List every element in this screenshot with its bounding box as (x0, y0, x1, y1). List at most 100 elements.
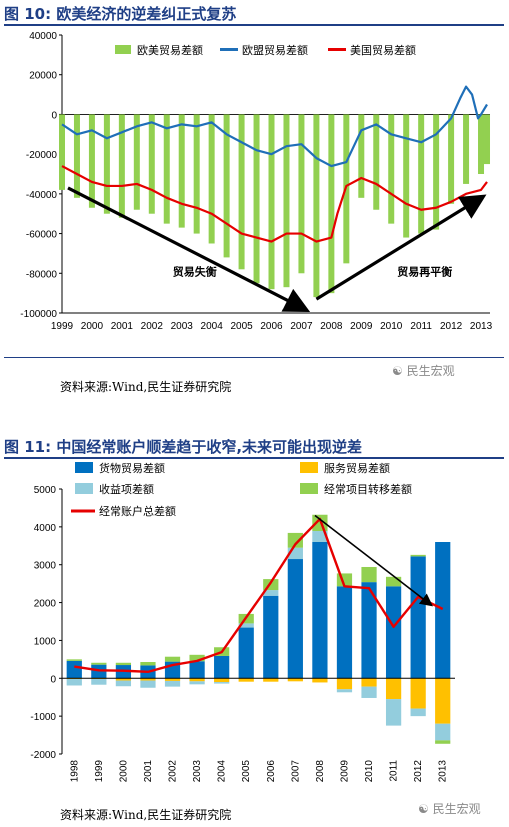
bar-eu-us-trade (103, 114, 110, 214)
x-tick-label: 2000 (81, 321, 104, 332)
legend-swatch (300, 483, 318, 494)
stacked-bar-segment (312, 542, 328, 679)
y-tick-label: 1000 (34, 636, 57, 647)
stacked-bar-segment (214, 678, 230, 683)
bar-eu-us-trade (448, 114, 455, 204)
stacked-bar-segment (361, 566, 377, 583)
x-tick-label: 2010 (380, 321, 403, 332)
stacked-bar-segment (385, 576, 402, 587)
bar-eu-us-trade (418, 114, 425, 234)
bar-eu-us-trade (133, 114, 140, 210)
bar-eu-us-trade (484, 114, 491, 165)
line-eu-trade (61, 85, 488, 168)
stacked-bar-segment (91, 679, 107, 685)
bar-eu-us-trade (463, 114, 470, 184)
bar-eu-us-trade (223, 114, 230, 258)
figure-2-watermark-text: 民生宏观 (432, 802, 481, 816)
y-tick-label: -100000 (20, 309, 57, 320)
line-current-account-total (74, 517, 444, 674)
stacked-bar-segment (410, 708, 426, 717)
y-tick-label: -2000 (30, 750, 56, 761)
stacked-bar-segment (263, 678, 279, 682)
x-tick-label: 2006 (266, 760, 277, 783)
stacked-bar-segment (164, 678, 181, 681)
stacked-bar-segment (214, 655, 230, 679)
stacked-bar-segment (361, 686, 377, 698)
y-tick-label: -20000 (26, 150, 58, 161)
legend-label: 货物贸易差额 (99, 462, 165, 475)
x-tick-label: 2012 (440, 321, 463, 332)
x-tick-label: 2001 (111, 321, 134, 332)
x-tick-label: 2000 (118, 760, 129, 783)
legend-swatch (115, 45, 131, 54)
stacked-bar-segment (238, 623, 254, 628)
stacked-bar-segment (238, 627, 254, 679)
x-tick-label: 2010 (364, 760, 375, 783)
bar-eu-us-trade (358, 114, 365, 198)
x-tick-label: 2007 (290, 760, 301, 783)
x-tick-label: 1998 (69, 760, 80, 783)
stacked-bar-segment (140, 680, 156, 688)
stacked-bar-segment (115, 662, 132, 666)
bar-eu-us-trade (148, 114, 155, 214)
stacked-bar-segment (91, 662, 107, 665)
bar-eu-us-trade (253, 114, 260, 284)
x-tick-label: 2004 (217, 760, 228, 783)
figure-2-title-rule (4, 457, 504, 459)
legend-label: 经常项目转移差额 (324, 482, 412, 496)
bar-eu-us-trade (283, 114, 290, 288)
figure-1-watermark: ☯ 民生宏观 (392, 362, 455, 379)
annotation-label: 贸易再平衡 (397, 264, 452, 278)
x-tick-label: 1999 (94, 760, 105, 783)
x-tick-label: 2011 (410, 321, 432, 332)
line-us-trade (61, 165, 488, 243)
stacked-bar-segment (312, 678, 328, 683)
figure-2-watermark: ☯ 民生宏观 (418, 800, 481, 817)
x-tick-label: 2011 (389, 760, 400, 782)
weibo-icon: ☯ (418, 802, 429, 816)
stacked-bar-segment (66, 659, 82, 661)
y-tick-label: 20000 (29, 71, 57, 82)
legend-label: 欧美贸易差额 (137, 43, 203, 57)
y-tick-label: -1000 (30, 712, 56, 723)
stacked-bar-segment (385, 678, 402, 700)
stacked-bar-segment (115, 680, 132, 687)
y-tick-label: 40000 (29, 31, 57, 42)
x-tick-label: 1999 (51, 321, 74, 332)
legend-swatch (300, 462, 318, 473)
y-tick-label: -80000 (26, 269, 58, 280)
x-tick-label: 2004 (201, 321, 224, 332)
figure-1-title: 图 10: 欧美经济的逆差纠正式复苏 (4, 5, 237, 23)
x-tick-label: 2002 (141, 321, 164, 332)
stacked-bar-segment (164, 656, 181, 662)
x-tick-label: 2005 (230, 321, 253, 332)
y-tick-label: -60000 (26, 230, 58, 241)
y-tick-label: 3000 (34, 561, 57, 572)
stacked-bar-segment (385, 699, 402, 726)
bar-eu-us-trade (163, 114, 170, 224)
bar-eu-us-trade (373, 114, 380, 210)
stacked-bar-segment (435, 723, 451, 741)
stacked-bar-segment (238, 678, 254, 682)
stacked-bar-segment (189, 661, 205, 679)
stacked-bar-segment (435, 740, 451, 744)
stacked-bar-segment (336, 586, 353, 679)
bar-eu-us-trade (118, 114, 125, 218)
bar-eu-us-trade (178, 114, 185, 228)
stacked-bar-segment (361, 582, 377, 679)
stacked-bar-segment (115, 678, 132, 681)
stacked-bar-segment (66, 660, 82, 679)
x-tick-label: 2013 (438, 760, 449, 783)
bar-eu-us-trade (208, 114, 215, 244)
stacked-bar-segment (435, 542, 451, 679)
stacked-bar-segment (263, 595, 279, 679)
stacked-bar-segment (361, 678, 377, 687)
trend-arrow (314, 514, 433, 607)
legend-label: 收益项差额 (99, 482, 154, 496)
legend-swatch (75, 462, 93, 473)
x-tick-label: 2003 (171, 321, 194, 332)
y-tick-label: 0 (51, 110, 57, 121)
stacked-bar-segment (66, 679, 82, 686)
trend-arrow (67, 186, 311, 312)
stacked-bar-segment (410, 554, 426, 557)
